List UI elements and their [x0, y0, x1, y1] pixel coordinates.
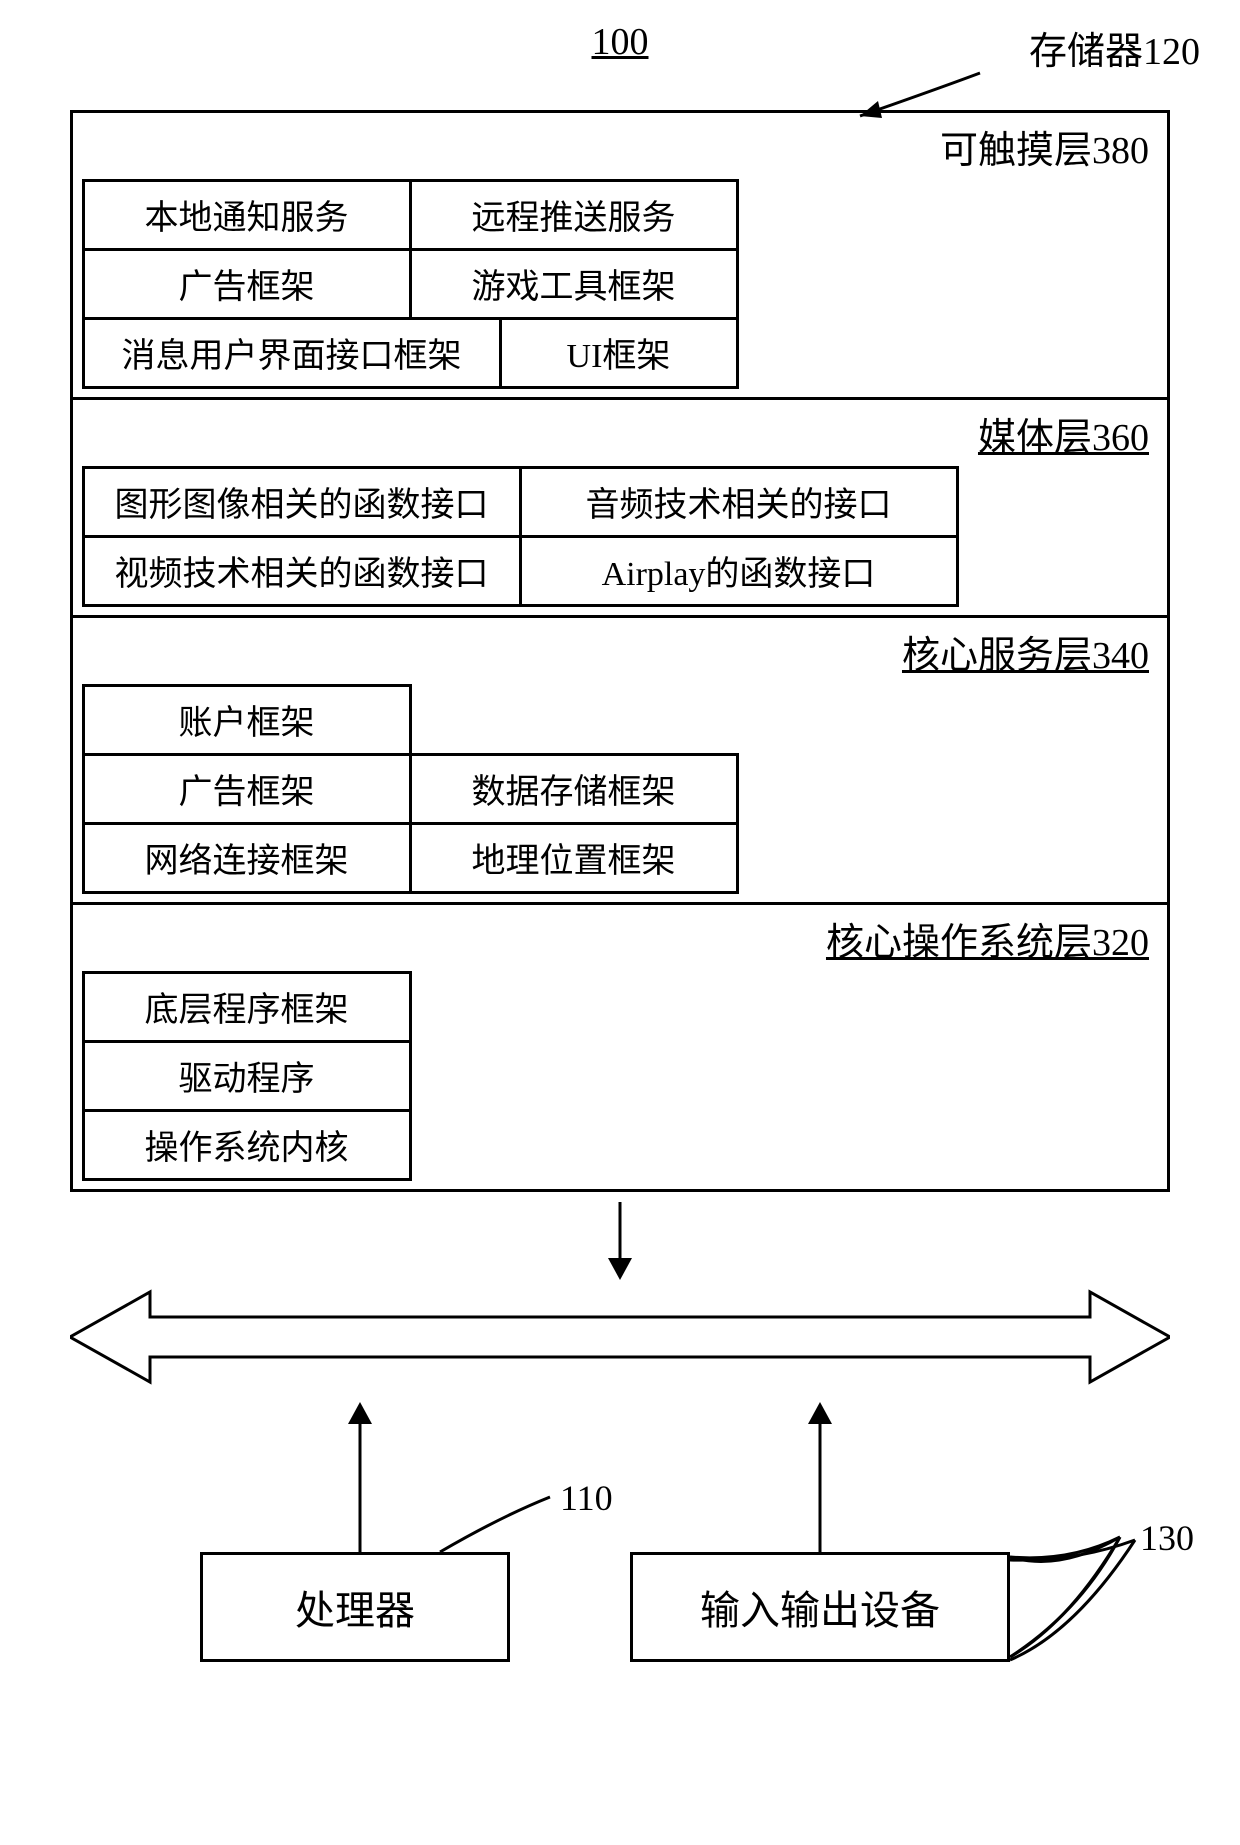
touch-cell: 广告框架 — [82, 248, 412, 320]
media-layer: 媒体层360 图形图像相关的函数接口 音频技术相关的接口 视频技术相关的函数接口… — [73, 400, 1167, 618]
touch-cell: 游戏工具框架 — [409, 248, 739, 320]
leader-line-icon — [1005, 1532, 1155, 1682]
figure-number: 100 — [592, 20, 649, 64]
cs-cell: 账户框架 — [82, 684, 412, 756]
bus-double-arrow-icon — [70, 1282, 1170, 1392]
memory-box: 可触摸层380 本地通知服务 远程推送服务 广告框架 游戏工具框架 消息用户界面… — [70, 110, 1170, 1192]
cos-cell: 底层程序框架 — [82, 971, 412, 1043]
touch-cell: 本地通知服务 — [82, 179, 412, 251]
io-label: 输入输出设备 — [700, 1578, 940, 1636]
media-layer-title: 媒体层360 — [83, 406, 1157, 461]
memory-label: 存储器120 — [1029, 20, 1200, 75]
below-bus: 110 130 处理器 输入输出设备 — [70, 1392, 1170, 1672]
cos-cell: 操作系统内核 — [82, 1109, 412, 1181]
bus-area — [70, 1202, 1170, 1392]
up-arrow-icon — [800, 1402, 840, 1552]
core-services-layer: 核心服务层340 账户框架 广告框架 数据存储框架 网络连接框架 地理位置框架 — [73, 618, 1167, 905]
cs-cell: 广告框架 — [82, 753, 412, 825]
touch-layer: 可触摸层380 本地通知服务 远程推送服务 广告框架 游戏工具框架 消息用户界面… — [73, 113, 1167, 400]
up-arrow-icon — [340, 1402, 380, 1552]
processor-label: 处理器 — [295, 1578, 415, 1636]
cs-cell: 网络连接框架 — [82, 822, 412, 894]
processor-ref: 110 — [560, 1477, 613, 1519]
core-services-title: 核心服务层340 — [83, 624, 1157, 679]
cs-cell: 地理位置框架 — [409, 822, 739, 894]
core-os-title: 核心操作系统层320 — [83, 911, 1157, 966]
io-box: 输入输出设备 — [630, 1552, 1010, 1662]
top-labels: 100 存储器120 — [20, 20, 1220, 110]
architecture-diagram: 100 存储器120 可触摸层380 本地通知服务 远程推送服务 广告框架 游戏… — [20, 20, 1220, 1672]
touch-cell: UI框架 — [499, 317, 739, 389]
processor-box: 处理器 — [200, 1552, 510, 1662]
media-cell: 图形图像相关的函数接口 — [82, 466, 522, 538]
media-cell: Airplay的函数接口 — [519, 535, 959, 607]
media-cell: 视频技术相关的函数接口 — [82, 535, 522, 607]
touch-layer-title: 可触摸层380 — [83, 119, 1157, 174]
core-os-layer: 核心操作系统层320 底层程序框架 驱动程序 操作系统内核 — [73, 905, 1167, 1189]
touch-cell: 远程推送服务 — [409, 179, 739, 251]
cos-cell: 驱动程序 — [82, 1040, 412, 1112]
touch-cell: 消息用户界面接口框架 — [82, 317, 502, 389]
io-ref: 130 — [1140, 1517, 1194, 1559]
media-cell: 音频技术相关的接口 — [519, 466, 959, 538]
down-arrow-icon — [600, 1202, 640, 1282]
cs-cell: 数据存储框架 — [409, 753, 739, 825]
